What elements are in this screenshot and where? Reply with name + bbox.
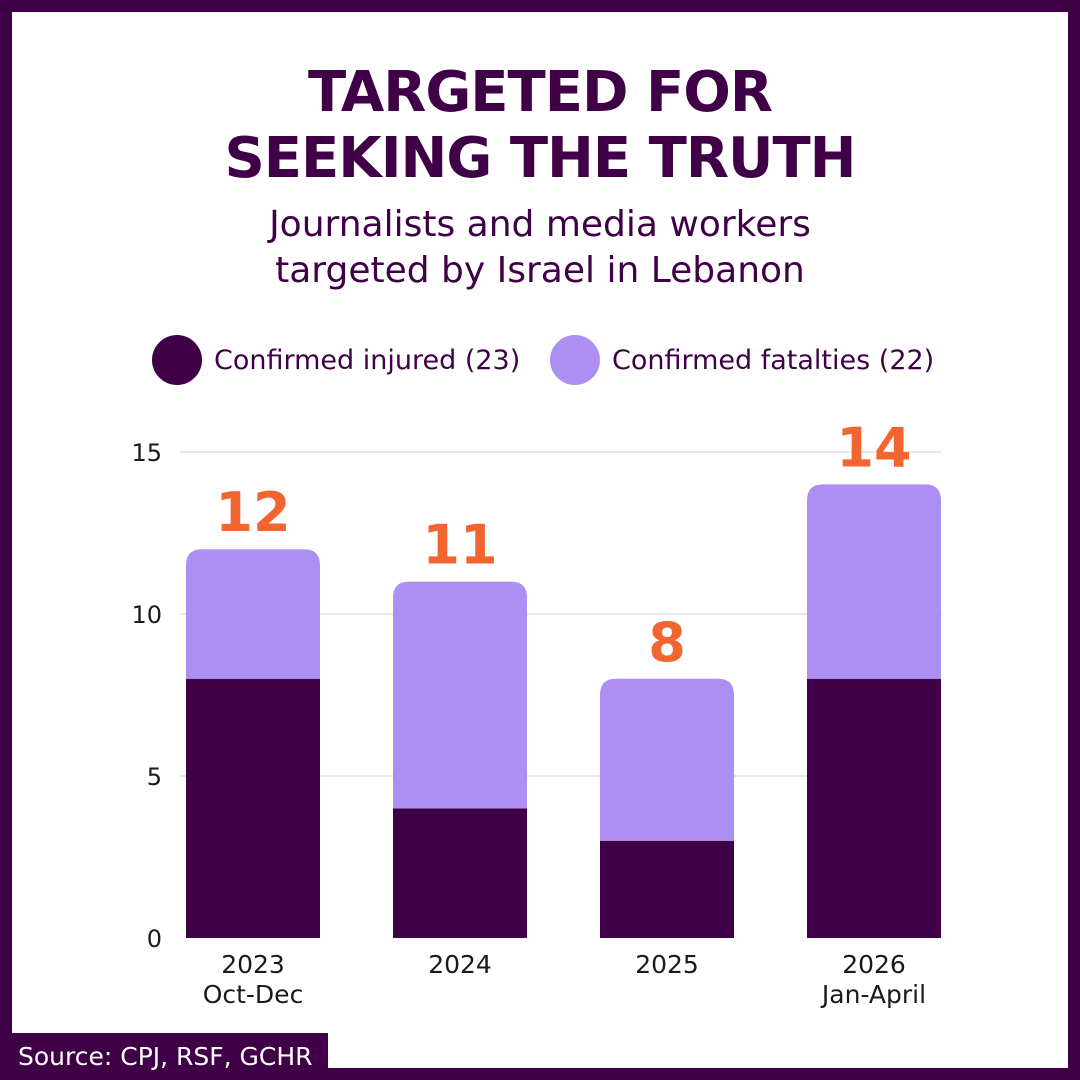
bar-fatalities-2 [600, 678, 734, 841]
bar-injured-2 [600, 840, 734, 938]
y-tick-label-0: 0 [147, 925, 162, 953]
legend-item-fatalities: Confirmed fatalties (22) [550, 335, 934, 385]
total-label-1: 11 [422, 514, 497, 577]
x-tick-label-3-1: Jan-April [820, 980, 926, 1009]
chart-title: TARGETED FOR SEEKING THE TRUTH [0, 60, 1080, 192]
x-tick-label-0-1: Oct-Dec [203, 980, 304, 1009]
legend: Confirmed injured (23) Confirmed fatalti… [0, 335, 1080, 385]
legend-item-injured: Confirmed injured (23) [152, 335, 520, 385]
legend-label-injured: Confirmed injured (23) [214, 344, 521, 376]
total-label-3: 14 [836, 416, 911, 479]
x-tick-label-1-0: 2024 [428, 950, 492, 979]
x-tick-label-3-0: 2026 [842, 950, 906, 979]
total-label-0: 12 [215, 481, 290, 544]
x-tick-label-2-0: 2025 [635, 950, 699, 979]
bar-injured-1 [393, 808, 527, 938]
legend-swatch-injured [152, 335, 202, 385]
bar-fatalities-1 [393, 581, 527, 809]
bar-fatalities-3 [807, 484, 941, 679]
legend-swatch-fatalities [550, 335, 600, 385]
chart-subtitle: Journalists and media workers targeted b… [0, 202, 1080, 294]
bar-injured-0 [186, 678, 320, 938]
y-tick-label-15: 15 [131, 439, 162, 467]
y-tick-label-10: 10 [131, 601, 162, 629]
legend-label-fatalities: Confirmed fatalties (22) [612, 344, 935, 376]
y-tick-label-5: 5 [147, 763, 162, 791]
title-line-1: TARGETED FOR [308, 60, 773, 125]
subtitle-line-1: Journalists and media workers [269, 204, 811, 245]
source-label: Source: CPJ, RSF, GCHR [12, 1033, 328, 1080]
bar-injured-3 [807, 678, 941, 938]
subtitle-line-2: targeted by Israel in Lebanon [275, 250, 805, 291]
bar-fatalities-0 [186, 549, 320, 679]
total-label-2: 8 [648, 611, 686, 674]
x-tick-label-0-0: 2023 [221, 950, 285, 979]
title-line-2: SEEKING THE TRUTH [224, 126, 856, 191]
